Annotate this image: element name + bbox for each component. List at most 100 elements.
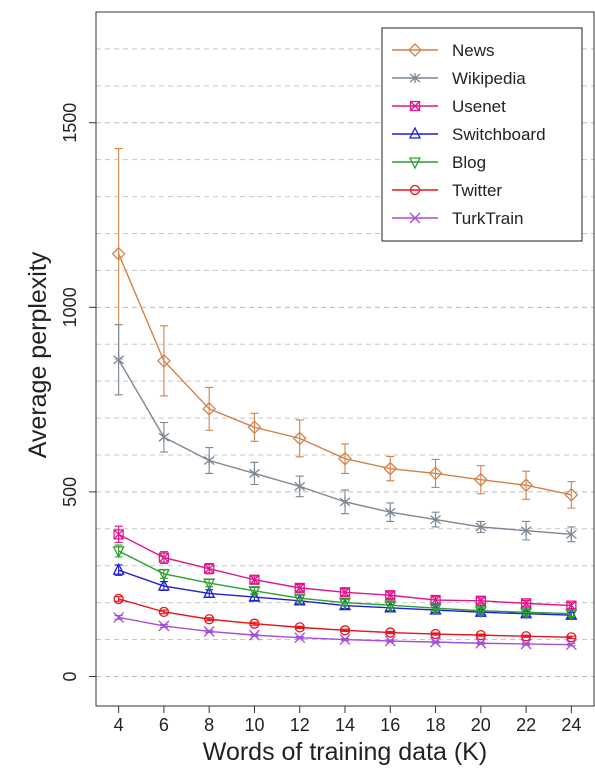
legend-marker: [409, 212, 421, 224]
data-point: [384, 507, 396, 518]
error-bar: [522, 609, 531, 616]
data-point: [520, 638, 532, 650]
legend-item: Wikipedia: [392, 69, 526, 88]
data-point: [112, 546, 125, 559]
x-tick-label: 4: [114, 715, 124, 735]
error-bar: [386, 601, 395, 609]
data-point: [294, 582, 305, 594]
data-point: [294, 632, 306, 644]
series-usenet: [113, 525, 577, 611]
error-bar: [431, 632, 440, 636]
series-blog: [112, 544, 578, 622]
error-bar: [431, 458, 440, 489]
data-point: [384, 635, 396, 647]
error-bar: [431, 605, 440, 612]
error-bar: [567, 635, 576, 639]
legend-marker: [409, 100, 421, 112]
legend-label: News: [452, 41, 495, 60]
series-group: [111, 148, 579, 651]
data-point: [520, 631, 532, 642]
data-point: [156, 353, 171, 368]
legend-marker: [408, 126, 422, 139]
x-tick-label: 8: [204, 715, 214, 735]
data-point: [385, 590, 396, 601]
data-point: [338, 451, 352, 466]
data-point: [294, 481, 306, 492]
data-point: [428, 466, 443, 481]
data-point: [248, 586, 261, 599]
legend-item: Twitter: [392, 181, 502, 200]
legend-label: Blog: [452, 153, 486, 172]
data-point: [565, 529, 577, 540]
error-bar: [476, 633, 485, 637]
data-point: [338, 597, 352, 611]
data-point: [113, 611, 125, 623]
legend-item: Blog: [392, 153, 486, 172]
data-point: [158, 432, 170, 443]
data-point: [339, 587, 351, 598]
series-twitter: [113, 593, 577, 643]
legend-item: News: [392, 41, 495, 60]
x-tick-label: 6: [159, 715, 169, 735]
data-point: [520, 607, 533, 620]
data-point: [384, 600, 397, 613]
data-point: [339, 634, 351, 646]
data-point: [429, 603, 442, 616]
data-point: [473, 472, 488, 487]
data-point: [157, 569, 170, 582]
data-point: [385, 627, 396, 638]
legend-item: Usenet: [392, 97, 506, 116]
data-point: [157, 578, 170, 591]
data-point: [292, 431, 307, 446]
data-point: [519, 478, 534, 493]
error-bar: [567, 481, 576, 509]
y-tick-label: 0: [60, 671, 80, 681]
error-bar: [250, 586, 259, 595]
data-point: [475, 629, 486, 641]
data-point: [158, 606, 170, 618]
data-point: [339, 496, 351, 507]
data-point: [475, 637, 487, 649]
data-point: [249, 574, 260, 585]
data-point: [203, 625, 215, 637]
error-bar: [295, 594, 304, 602]
legend-item: Switchboard: [392, 125, 546, 144]
error-bar: [250, 412, 259, 442]
x-tick-label: 22: [516, 715, 536, 735]
y-tick-label: 1500: [60, 103, 80, 143]
data-point: [430, 636, 442, 648]
data-point: [293, 593, 306, 606]
x-tick-label: 10: [244, 715, 264, 735]
error-bar: [205, 386, 214, 431]
x-tick-label: 16: [380, 715, 400, 735]
data-point: [248, 629, 260, 641]
data-point: [520, 525, 532, 536]
data-point: [475, 521, 487, 532]
legend-label: TurkTrain: [452, 209, 523, 228]
data-point: [113, 593, 124, 605]
data-point: [294, 622, 305, 633]
error-bar: [476, 465, 485, 495]
error-bar: [522, 470, 531, 500]
legend-marker: [408, 43, 422, 57]
data-point: [158, 620, 170, 632]
error-bar: [295, 419, 304, 458]
y-tick-label: 500: [60, 477, 80, 507]
data-point: [247, 420, 262, 435]
x-tick-label: 20: [471, 715, 491, 735]
data-point: [565, 639, 577, 651]
error-bar: [567, 610, 576, 617]
error-bar: [341, 628, 349, 632]
data-point: [475, 595, 486, 606]
data-point: [339, 625, 351, 636]
error-bar: [476, 607, 485, 614]
legend-label: Usenet: [452, 97, 506, 116]
legend-item: TurkTrain: [392, 209, 523, 228]
error-bar: [341, 599, 349, 607]
error-bar: [250, 621, 259, 626]
data-point: [564, 487, 579, 502]
error-bar: [341, 443, 349, 474]
error-bar: [295, 625, 304, 630]
data-point: [204, 614, 215, 625]
data-point: [249, 468, 260, 479]
